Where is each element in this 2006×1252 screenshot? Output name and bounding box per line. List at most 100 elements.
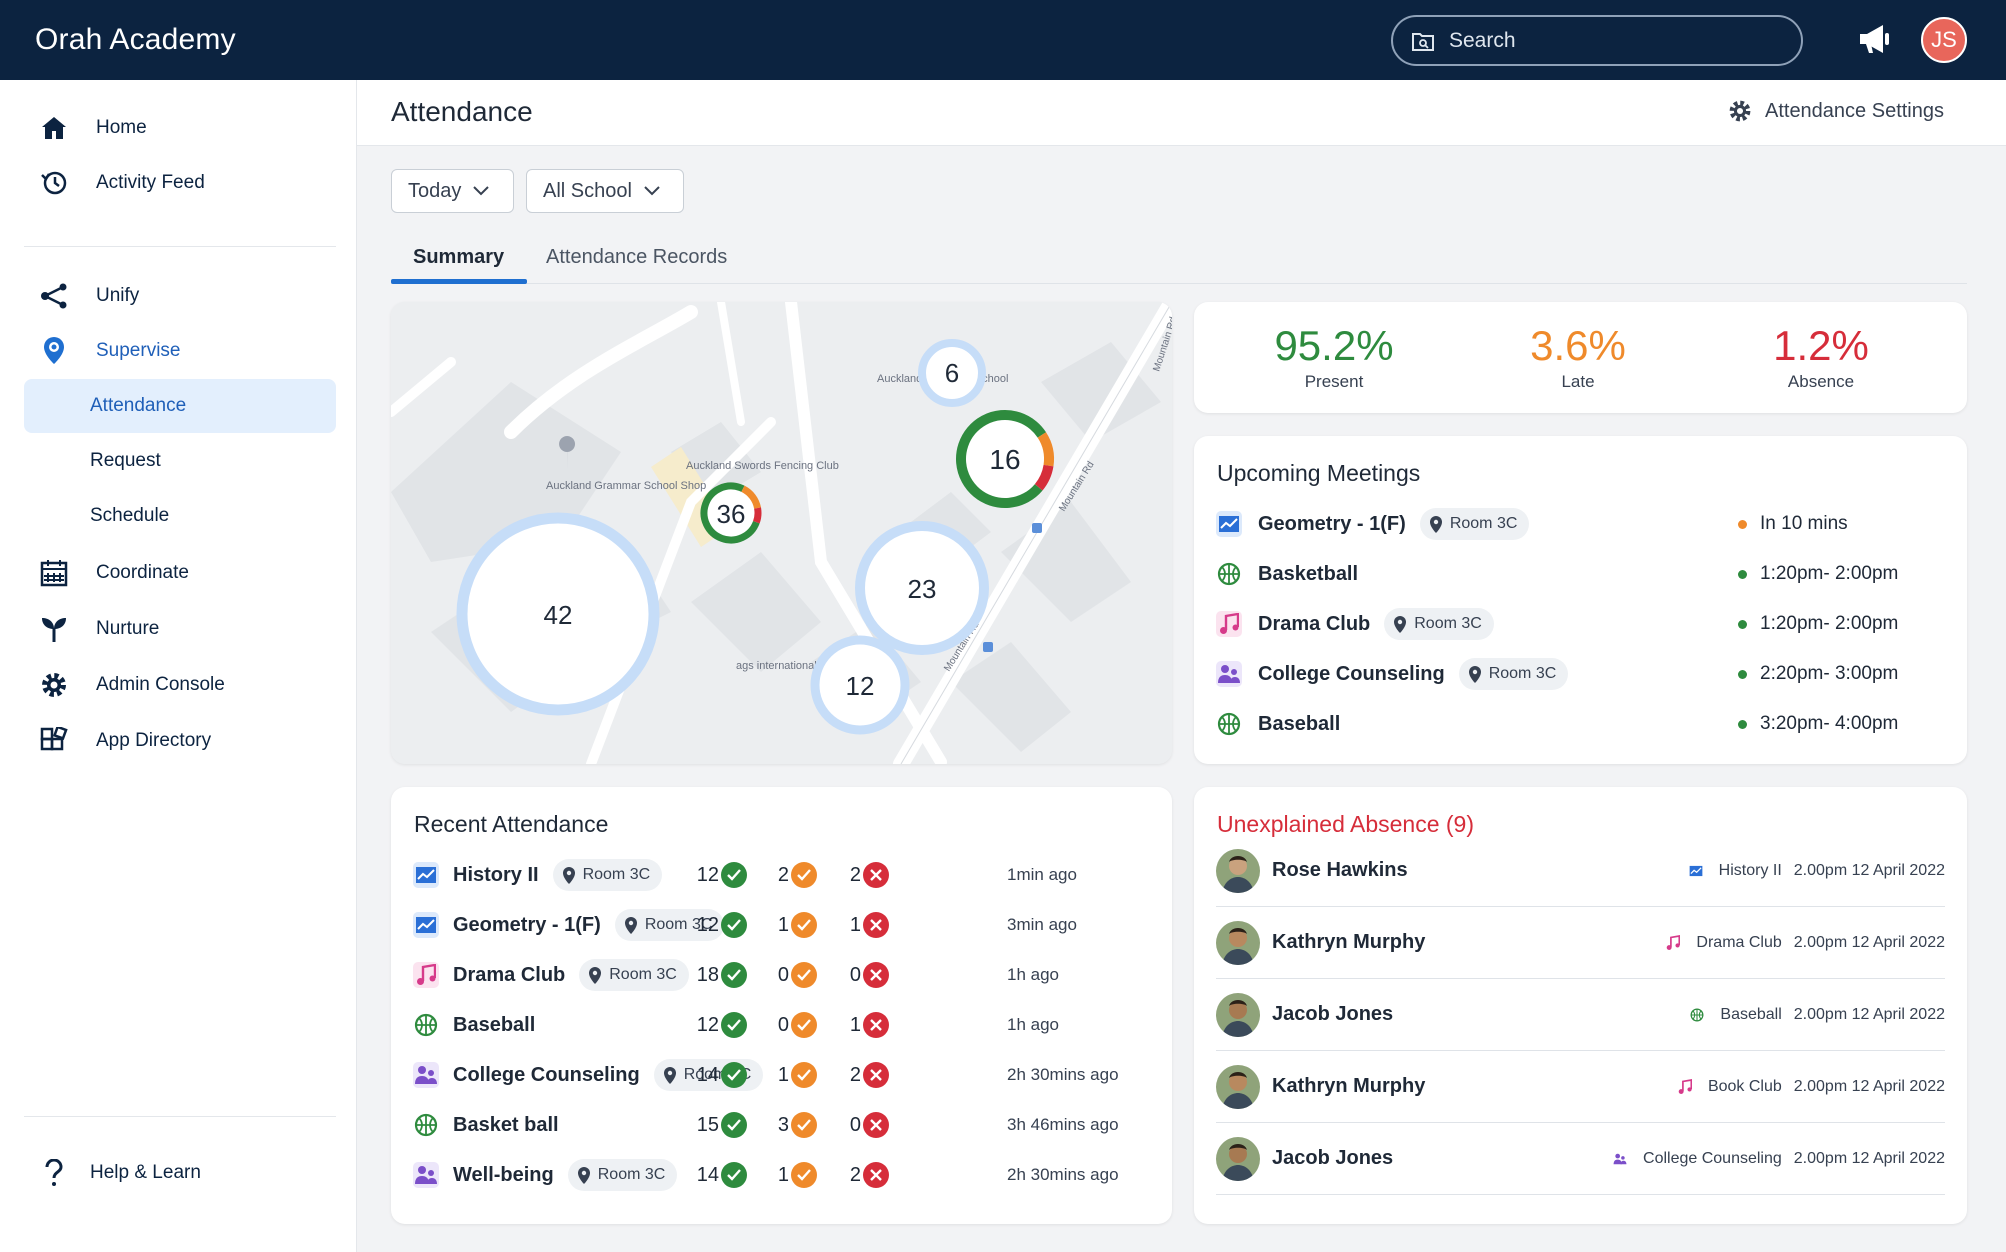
meeting-name: Basketball [1258,562,1359,585]
late-count: 0 [778,962,817,988]
search-input[interactable]: Search [1391,15,1803,66]
count-value: 0 [849,1113,861,1136]
sidebar-item-activity-feed[interactable]: Activity Feed [24,156,336,210]
attendance-row[interactable]: History II Room 3C 12 2 2 1min ago [413,855,1163,895]
room-label: Room 3C [644,916,713,933]
sidebar-item-request[interactable]: Request [90,450,161,471]
map-cluster[interactable]: 42 [456,512,660,716]
student-avatar [1216,1136,1260,1181]
attendance-settings-button[interactable]: Attendance Settings [1727,98,1944,124]
time-ago: 1h ago [1007,965,1059,984]
late-check-icon [791,962,817,988]
sidebar-item-unify[interactable]: Unify [24,269,336,323]
sidebar-item-home[interactable]: Home [24,101,336,155]
count-value: 14 [696,1063,719,1086]
count-value: 2 [849,863,861,886]
map-cluster[interactable]: 23 [855,521,989,655]
meeting-row[interactable]: Drama Club Room 3C 1:20pm- 2:00pm [1216,604,1956,644]
attendance-row[interactable]: Well-being Room 3C 14 1 2 2h 30mins ago [413,1155,1163,1195]
tab-summary[interactable]: Summary [413,246,505,268]
attendance-row[interactable]: Geometry - 1(F) Room 3C 12 1 1 3min ago [413,905,1163,945]
chart-icon [1689,860,1711,882]
music-icon [1678,1076,1700,1098]
scope-filter-dropdown[interactable]: All School [526,169,684,213]
present-count: 15 [697,1112,747,1138]
question-icon [34,1153,74,1193]
people-icon [1613,1148,1635,1170]
count-value: 12 [696,863,719,886]
chart-icon [413,912,439,938]
class-name: Baseball [1720,1005,1782,1023]
pin-icon [577,1166,590,1184]
count-value: 14 [696,1163,719,1186]
attendance-row[interactable]: College Counseling Room 3C 14 1 2 2h 30mins a… [413,1055,1163,1095]
map-cluster-donut[interactable]: 16 [943,397,1067,521]
tab-attendance-records[interactable]: Attendance Records [546,246,728,268]
sidebar-item-schedule[interactable]: Schedule [90,505,170,526]
meeting-row[interactable]: Baseball 3:20pm- 4:00pm [1216,704,1956,744]
sidebar-item-help[interactable]: Help & Learn [24,1146,336,1200]
date-filter-dropdown[interactable]: Today [391,169,514,213]
class-name: Book Club [1707,1077,1782,1095]
present-check-icon [721,1162,747,1188]
map-cluster[interactable]: 12 [810,635,910,735]
meeting-row[interactable]: College Counseling Room 3C 2:20pm- 3:00p… [1216,654,1956,694]
chevron-down-icon [644,186,660,196]
search-placeholder: Search [1449,28,1516,52]
map-cluster-donut[interactable]: 36 [696,478,765,547]
absence-detail: History II 2.00pm 12 April 2022 [1689,860,1945,882]
pin-icon [1394,615,1407,633]
attendance-row[interactable]: Baseball 12 0 1 1h ago [413,1005,1163,1045]
absence-row[interactable]: Kathryn Murphy Book Club 2.00pm 12 April 2… [1216,1051,1945,1123]
pin-icon [663,1066,676,1084]
attendance-row[interactable]: Drama Club Room 3C 18 0 0 1h ago [413,955,1163,995]
attendance-row[interactable]: Basket ball 15 3 0 3h 46mins ago [413,1105,1163,1145]
map-label: Auckland Swords Fencing Club [686,460,839,472]
room-badge: Room 3C [579,959,689,991]
sidebar-item-supervise[interactable]: Supervise [24,324,336,378]
sidebar-item-coordinate[interactable]: Coordinate [24,546,336,600]
sprout-icon [34,609,74,649]
stat-late: 3.6% Late [1468,322,1688,392]
student-name: Kathryn Murphy [1272,1075,1426,1097]
chevron-down-icon [473,186,490,196]
room-label: Room 3C [609,966,677,983]
ball-icon [1216,711,1242,737]
sidebar-item-app-directory[interactable]: App Directory [24,714,336,768]
room-label: Room 3C [1414,615,1482,632]
status-dot [1738,719,1747,729]
absent-x-icon [863,1062,889,1088]
count-value: 0 [777,1013,789,1036]
megaphone-icon[interactable] [1856,20,1894,58]
ball-icon [413,1112,439,1138]
attendance-map[interactable]: Auckland Grammar School Auckland Grammar… [391,302,1172,764]
count-value: 2 [849,1063,861,1086]
map-cluster[interactable]: 6 [918,339,986,407]
absent-x-icon [863,1112,889,1138]
user-avatar[interactable]: JS [1921,17,1967,63]
sidebar-item-attendance[interactable]: Attendance [24,379,336,433]
time-label: 1:20pm- 2:00pm [1760,563,1899,584]
late-check-icon [791,862,817,888]
absence-row[interactable]: Jacob Jones College Counseling 2.00pm 12 A… [1216,1123,1945,1195]
stat-value: 3.6% [1530,322,1626,369]
meeting-row[interactable]: Basketball 1:20pm- 2:00pm [1216,554,1956,594]
time-ago: 1h ago [1007,1015,1059,1034]
absent-x-icon [863,912,889,938]
absence-row[interactable]: Jacob Jones Baseball 2.00pm 12 April 2022 [1216,979,1945,1051]
room-label: Room 3C [597,1166,666,1183]
absent-count: 2 [850,862,889,888]
late-count: 1 [778,1062,817,1088]
history-icon [34,163,74,203]
calendar-icon [34,553,74,593]
present-count: 18 [697,962,747,988]
time-label: In 10 mins [1760,513,1848,534]
absence-row[interactable]: Kathryn Murphy Drama Club 2.00pm 12 April … [1216,907,1945,979]
absence-row[interactable]: Rose Hawkins History II 2.00pm 12 April 20… [1216,835,1945,907]
absent-count: 0 [850,1112,889,1138]
meeting-row[interactable]: Geometry - 1(F) Room 3C In 10 mins [1216,504,1956,544]
sidebar-item-admin-console[interactable]: Admin Console [24,658,336,712]
people-icon [413,1162,439,1188]
absence-detail: Baseball 2.00pm 12 April 2022 [1690,1004,1945,1026]
sidebar-item-nurture[interactable]: Nurture [24,602,336,656]
